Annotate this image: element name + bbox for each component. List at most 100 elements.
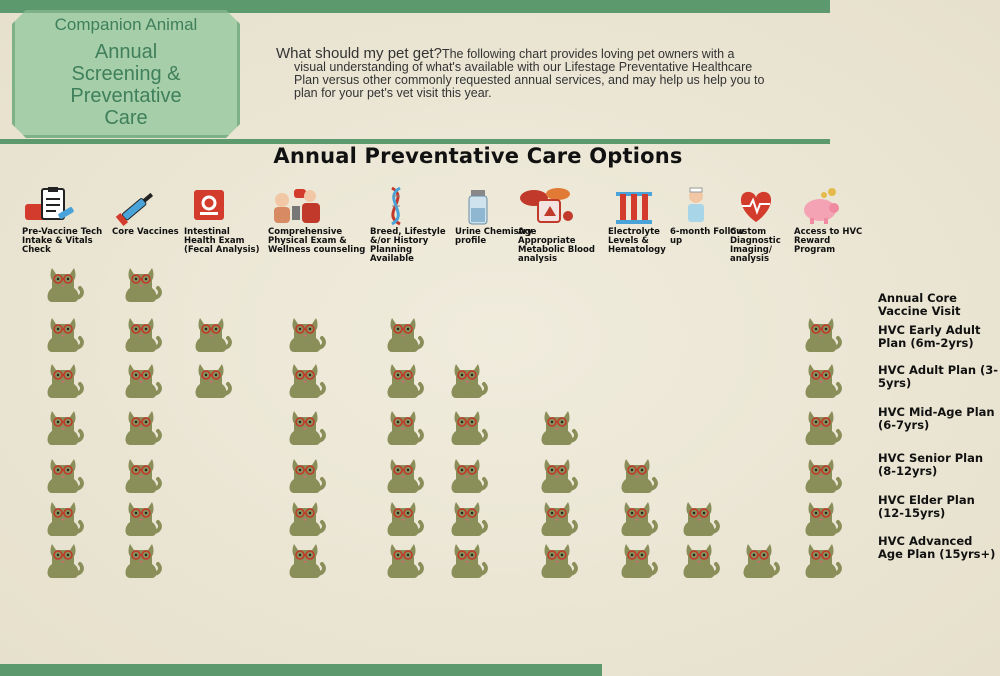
column-label: Electrolyte Levels & Hematology <box>608 227 666 255</box>
column-header: Pre-Vaccine Tech Intake & Vitals Check <box>22 186 114 255</box>
column-header: Electrolyte Levels & Hematology <box>608 186 686 255</box>
cat-with-glasses-icon <box>380 405 426 449</box>
column-label: Comprehensive Physical Exam & Wellness c… <box>268 227 366 255</box>
column-header: Core Vaccines <box>112 186 190 237</box>
cat-with-glasses-icon <box>282 496 328 540</box>
bottom-bar <box>0 664 602 676</box>
cat-with-glasses-icon <box>188 312 234 356</box>
cat-with-glasses-icon <box>736 538 782 582</box>
nurse-icon <box>670 186 726 226</box>
cat-with-glasses-icon <box>614 496 660 540</box>
doctor-exam-icon <box>268 186 324 226</box>
cat-with-glasses-icon <box>444 405 490 449</box>
column-label: Core Vaccines <box>112 227 179 237</box>
cat-with-glasses-icon <box>40 312 86 356</box>
cat-with-glasses-icon <box>118 405 164 449</box>
cat-with-glasses-icon <box>380 312 426 356</box>
cat-with-glasses-icon <box>40 358 86 402</box>
cat-with-glasses-icon <box>40 453 86 497</box>
cat-with-glasses-icon <box>534 453 580 497</box>
intro-line: plan for your pet's vet visit this year. <box>294 86 492 100</box>
column-label: Access to HVC Reward Program <box>794 227 863 255</box>
test-tubes-icon <box>608 186 664 226</box>
column-header: Custom Diagnostic Imaging/ analysis <box>730 186 808 264</box>
cat-with-glasses-icon <box>282 453 328 497</box>
top-bar <box>0 0 830 13</box>
cat-with-glasses-icon <box>798 453 844 497</box>
column-header: Urine Chemistry profile <box>455 186 533 246</box>
cat-with-glasses-icon <box>40 405 86 449</box>
cat-with-glasses-icon <box>118 262 164 306</box>
column-header: 6-month Follow up <box>670 186 748 246</box>
cat-with-glasses-icon <box>798 312 844 356</box>
cat-with-glasses-icon <box>614 453 660 497</box>
column-label: Custom Diagnostic Imaging/ analysis <box>730 227 781 264</box>
cat-with-glasses-icon <box>798 538 844 582</box>
intro-question: What should my pet get? <box>276 45 442 62</box>
cat-with-glasses-icon <box>40 496 86 540</box>
cat-with-glasses-icon <box>614 538 660 582</box>
cat-with-glasses-icon <box>40 262 86 306</box>
badge-line: Screening & <box>71 63 181 85</box>
cat-with-glasses-icon <box>798 496 844 540</box>
column-label: Pre-Vaccine Tech Intake & Vitals Check <box>22 227 103 255</box>
column-label: Age Appropriate Metabolic Blood analysis <box>518 227 595 264</box>
cat-with-glasses-icon <box>282 538 328 582</box>
row-label: Annual Core Vaccine Visit <box>878 291 961 318</box>
cat-with-glasses-icon <box>282 405 328 449</box>
cat-with-glasses-icon <box>444 358 490 402</box>
cat-with-glasses-icon <box>40 538 86 582</box>
cat-with-glasses-icon <box>118 538 164 582</box>
column-label: Breed, Lifestyle &/or History Planning A… <box>370 227 446 264</box>
cat-with-glasses-icon <box>444 453 490 497</box>
cat-with-glasses-icon <box>118 312 164 356</box>
cat-with-glasses-icon <box>798 358 844 402</box>
cat-with-glasses-icon <box>118 496 164 540</box>
intro-line: Plan versus other commonly requested ann… <box>294 73 765 87</box>
title-badge: Companion Animal Annual Screening & Prev… <box>12 10 240 138</box>
chart-title: Annual Preventative Care Options <box>273 144 683 168</box>
organs-beaker-icon <box>518 186 574 226</box>
row-label: HVC Elder Plan (12-15yrs) <box>878 493 975 520</box>
badge-title: Annual Screening & Preventative Care <box>25 31 227 129</box>
column-header: Intestinal Health Exam (Fecal Analysis) <box>184 186 262 255</box>
column-label: Urine Chemistry profile <box>455 227 533 246</box>
column-header: Breed, Lifestyle &/or History Planning A… <box>370 186 448 264</box>
column-label: 6-month Follow up <box>670 227 745 246</box>
row-label: HVC Mid-Age Plan (6-7yrs) <box>878 405 995 432</box>
dna-icon <box>370 186 426 226</box>
cat-with-glasses-icon <box>676 538 722 582</box>
cat-with-glasses-icon <box>534 538 580 582</box>
badge-line: Care <box>104 107 148 129</box>
divider-bar <box>0 139 830 144</box>
intro-line: visual understanding of what's available… <box>294 60 753 74</box>
cat-with-glasses-icon <box>118 358 164 402</box>
cat-with-glasses-icon <box>380 358 426 402</box>
row-label: HVC Advanced Age Plan (15yrs+) <box>878 534 996 561</box>
cat-with-glasses-icon <box>534 405 580 449</box>
column-header: Access to HVC Reward Program <box>794 186 872 255</box>
cat-with-glasses-icon <box>444 496 490 540</box>
cat-with-glasses-icon <box>282 358 328 402</box>
row-label: HVC Adult Plan (3-5yrs) <box>878 363 999 390</box>
row-label: HVC Senior Plan (8-12yrs) <box>878 451 984 478</box>
cat-with-glasses-icon <box>118 453 164 497</box>
row-label: HVC Early Adult Plan (6m-2yrs) <box>878 323 981 350</box>
cat-with-glasses-icon <box>444 538 490 582</box>
cat-with-glasses-icon <box>188 358 234 402</box>
cat-with-glasses-icon <box>380 453 426 497</box>
intro-text: What should my pet get?The following cha… <box>276 45 836 100</box>
column-header: Comprehensive Physical Exam & Wellness c… <box>268 186 366 255</box>
badge-line: Preventative <box>70 85 182 107</box>
intro-line: The following chart provides loving pet … <box>441 47 735 61</box>
badge-line: Annual <box>94 41 158 63</box>
clipboard-icon <box>22 186 78 226</box>
heart-ecg-icon <box>730 186 786 226</box>
cat-with-glasses-icon <box>676 496 722 540</box>
microscope-icon <box>184 186 240 226</box>
badge-subtitle: Companion Animal <box>54 15 198 34</box>
cat-with-glasses-icon <box>534 496 580 540</box>
piggy-bank-icon <box>794 186 850 226</box>
cat-with-glasses-icon <box>798 405 844 449</box>
column-label: Intestinal Health Exam (Fecal Analysis) <box>184 227 260 255</box>
